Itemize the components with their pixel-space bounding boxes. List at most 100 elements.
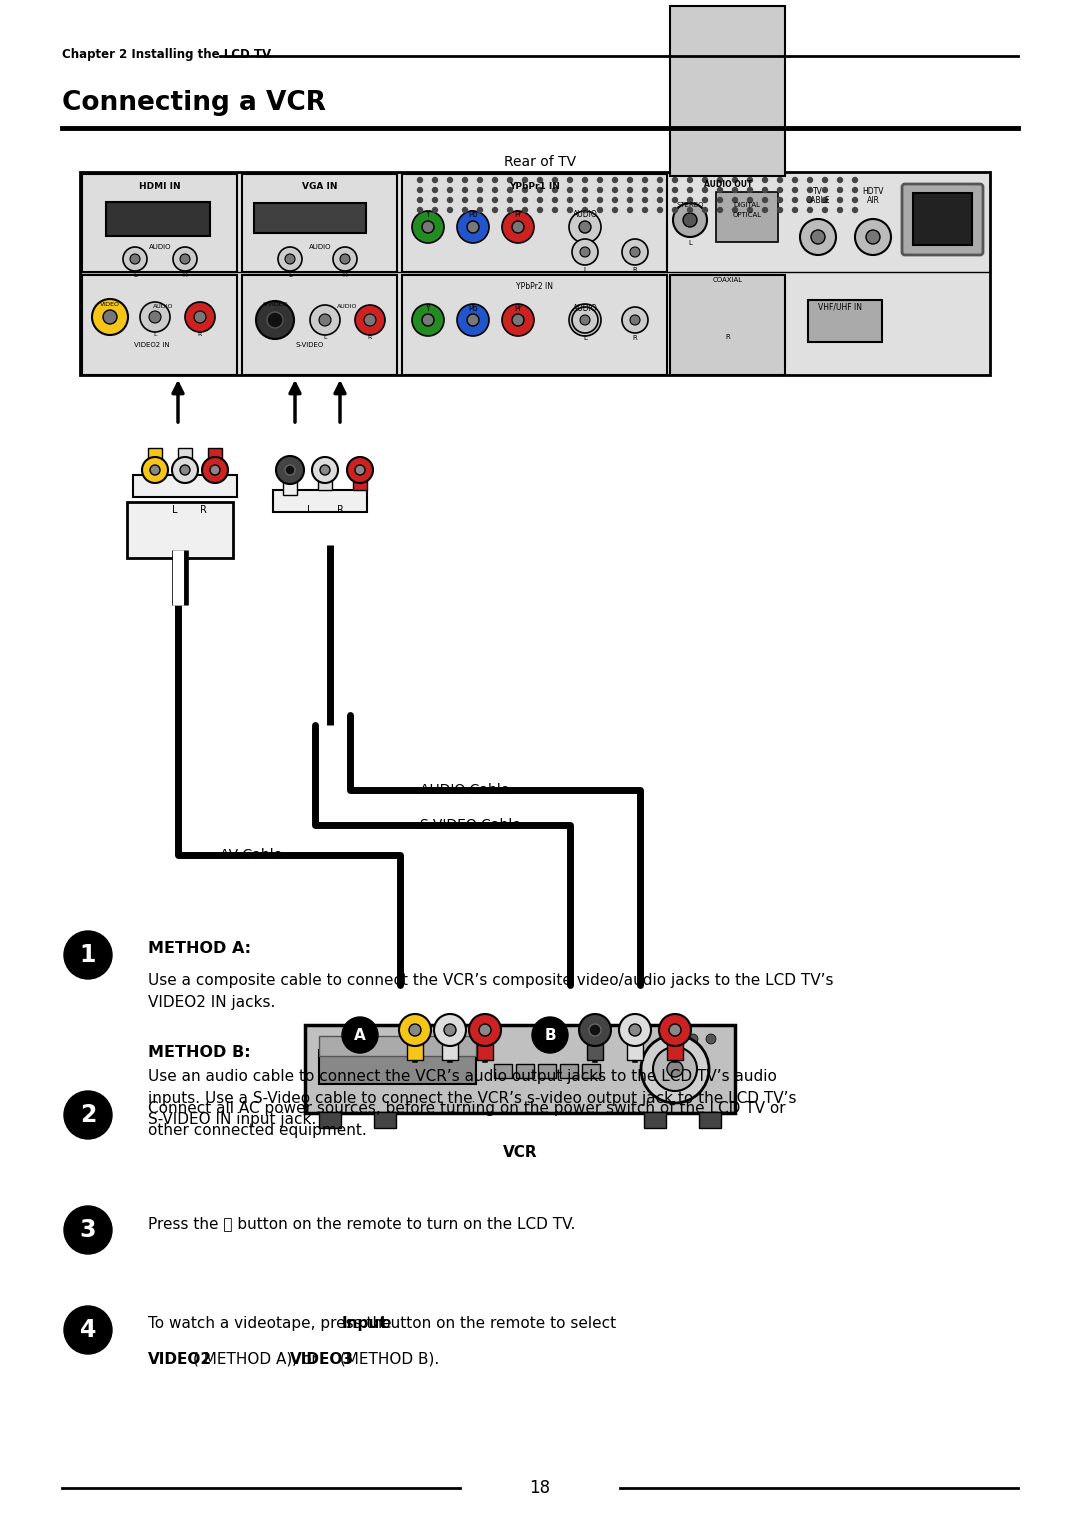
FancyBboxPatch shape: [716, 192, 778, 242]
Circle shape: [508, 178, 513, 182]
Text: 3: 3: [80, 1218, 96, 1242]
FancyBboxPatch shape: [670, 6, 785, 176]
Text: Input: Input: [341, 1316, 388, 1331]
FancyBboxPatch shape: [644, 1112, 666, 1128]
Circle shape: [762, 187, 768, 193]
FancyBboxPatch shape: [318, 467, 332, 490]
FancyBboxPatch shape: [178, 447, 192, 470]
Circle shape: [477, 198, 483, 202]
Circle shape: [643, 187, 648, 193]
Circle shape: [210, 466, 220, 475]
Circle shape: [538, 187, 542, 193]
Text: AUDIO OUT: AUDIO OUT: [704, 179, 752, 188]
Circle shape: [793, 198, 797, 202]
Text: R: R: [198, 332, 202, 337]
FancyBboxPatch shape: [283, 473, 297, 495]
Text: AIR: AIR: [866, 196, 879, 205]
Circle shape: [418, 178, 422, 182]
Text: Pb: Pb: [469, 303, 477, 313]
Text: R: R: [633, 336, 637, 342]
FancyBboxPatch shape: [82, 276, 237, 375]
Circle shape: [194, 311, 206, 323]
Text: AUDIO: AUDIO: [337, 303, 357, 309]
Text: AUDIO Cable: AUDIO Cable: [420, 783, 510, 797]
Circle shape: [732, 187, 738, 193]
Circle shape: [418, 187, 422, 193]
Circle shape: [572, 239, 598, 265]
Circle shape: [622, 306, 648, 332]
Circle shape: [823, 187, 827, 193]
Circle shape: [457, 303, 489, 336]
Circle shape: [567, 207, 572, 213]
Text: COAXIAL: COAXIAL: [713, 277, 743, 283]
Text: Pr: Pr: [514, 303, 522, 313]
Circle shape: [866, 230, 880, 244]
Text: VHF/UHF IN: VHF/UHF IN: [818, 302, 862, 311]
Circle shape: [553, 207, 557, 213]
Circle shape: [502, 303, 534, 336]
Circle shape: [702, 178, 707, 182]
Circle shape: [778, 187, 783, 193]
FancyBboxPatch shape: [319, 1036, 476, 1056]
Text: S-VIDEO: S-VIDEO: [262, 302, 287, 306]
Circle shape: [688, 207, 692, 213]
Circle shape: [64, 931, 112, 979]
Text: Y: Y: [426, 303, 430, 313]
Circle shape: [492, 198, 498, 202]
Text: L: L: [583, 336, 586, 342]
Circle shape: [130, 254, 140, 264]
Text: AUDIO: AUDIO: [152, 303, 173, 309]
Circle shape: [582, 187, 588, 193]
Circle shape: [673, 178, 677, 182]
FancyBboxPatch shape: [588, 1030, 603, 1060]
Text: HDMI IN: HDMI IN: [139, 182, 180, 192]
Text: 2: 2: [80, 1103, 96, 1128]
Text: R: R: [200, 506, 206, 515]
Circle shape: [582, 207, 588, 213]
Text: S-VIDEO: S-VIDEO: [296, 342, 324, 348]
Circle shape: [630, 316, 640, 325]
Text: YPbPr1 IN: YPbPr1 IN: [510, 182, 561, 192]
Circle shape: [688, 178, 692, 182]
Circle shape: [422, 221, 434, 233]
FancyBboxPatch shape: [273, 490, 367, 512]
Circle shape: [747, 178, 753, 182]
Circle shape: [762, 178, 768, 182]
Text: AUDIO: AUDIO: [149, 244, 172, 250]
Circle shape: [627, 178, 633, 182]
Circle shape: [180, 254, 190, 264]
Circle shape: [702, 207, 707, 213]
Text: L: L: [307, 506, 313, 515]
Circle shape: [523, 207, 527, 213]
Circle shape: [469, 1014, 501, 1046]
Text: 18: 18: [529, 1478, 551, 1497]
FancyBboxPatch shape: [582, 1065, 600, 1079]
FancyBboxPatch shape: [319, 1112, 341, 1128]
Circle shape: [538, 207, 542, 213]
Circle shape: [422, 314, 434, 326]
Circle shape: [569, 211, 600, 244]
Circle shape: [823, 207, 827, 213]
Circle shape: [523, 178, 527, 182]
Circle shape: [523, 187, 527, 193]
Circle shape: [141, 457, 168, 483]
Circle shape: [643, 178, 648, 182]
Text: L: L: [688, 241, 692, 247]
Text: To watch a videotape, press the: To watch a videotape, press the: [148, 1316, 396, 1331]
FancyBboxPatch shape: [242, 276, 397, 375]
Circle shape: [418, 198, 422, 202]
Text: VGA IN: VGA IN: [302, 182, 338, 192]
Circle shape: [580, 247, 590, 257]
Text: R: R: [726, 334, 730, 340]
FancyBboxPatch shape: [148, 447, 162, 470]
Circle shape: [276, 457, 303, 484]
Circle shape: [642, 1036, 708, 1103]
Circle shape: [778, 198, 783, 202]
Circle shape: [837, 178, 842, 182]
Text: Y: Y: [426, 210, 430, 219]
Text: R: R: [337, 506, 343, 515]
FancyBboxPatch shape: [80, 172, 990, 375]
Text: VIDEO2: VIDEO2: [148, 1353, 212, 1367]
Circle shape: [123, 247, 147, 271]
Circle shape: [688, 198, 692, 202]
